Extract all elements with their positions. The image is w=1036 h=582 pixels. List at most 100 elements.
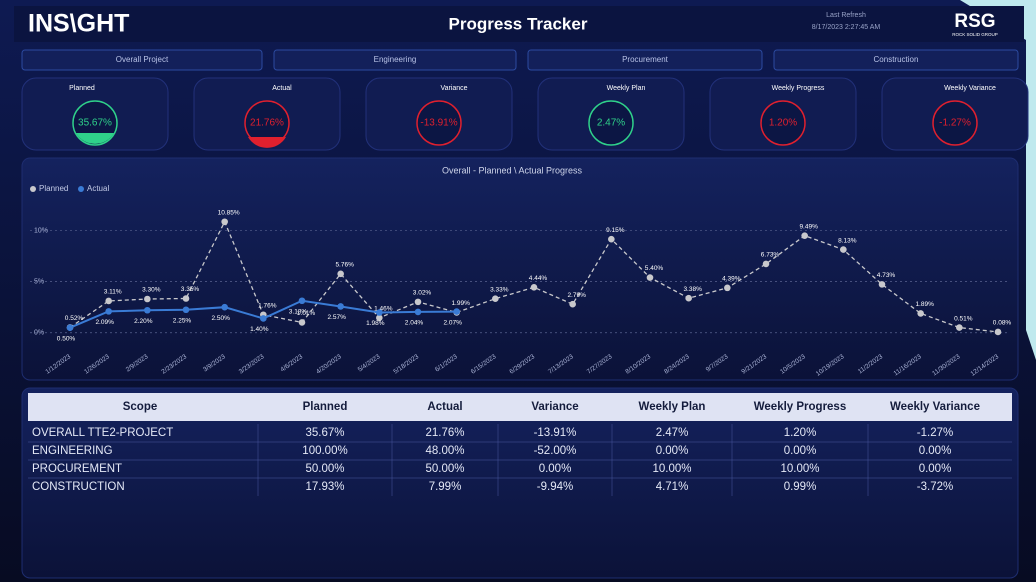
tab[interactable]	[21, 49, 263, 71]
data-label: 1.46%	[374, 306, 393, 313]
table-cell: 0.00%	[784, 445, 817, 457]
data-label: 4.73%	[877, 272, 896, 279]
data-label: 2.57%	[327, 314, 346, 321]
legend-label: Actual	[87, 184, 109, 193]
table-header: Weekly Progress	[754, 401, 846, 413]
data-label: 2.09%	[95, 319, 114, 326]
series-point	[917, 310, 924, 317]
table-cell: 2.47%	[656, 427, 689, 439]
series-point	[646, 274, 654, 281]
table-header: Variance	[531, 401, 578, 413]
series-point	[414, 308, 422, 316]
data-label: 0.51%	[954, 315, 973, 322]
data-label: 3.11%	[104, 289, 122, 296]
kpi-gauge	[932, 100, 978, 146]
refresh-label: Last Refresh	[826, 12, 866, 19]
data-label: 9.49%	[799, 223, 818, 230]
table-cell: 10.00%	[652, 463, 691, 475]
data-label: 8.13%	[838, 237, 857, 244]
table-cell: 48.00%	[425, 445, 464, 457]
series-point	[298, 319, 306, 326]
data-label: 2.50%	[211, 315, 230, 322]
data-label: 2.20%	[134, 318, 153, 325]
tab[interactable]	[273, 49, 517, 71]
table-cell: 100.00%	[302, 445, 347, 457]
chart-panel	[21, 157, 1019, 381]
kpi-label: Planned	[69, 85, 95, 92]
kpi-gauge	[760, 100, 806, 146]
table-cell: 35.67%	[305, 427, 344, 439]
table-header: Weekly Plan	[639, 401, 706, 413]
series-point	[221, 218, 228, 226]
data-label: 2.79%	[567, 292, 586, 299]
series-point	[182, 295, 190, 302]
series-point	[840, 246, 847, 253]
data-label: 6.73%	[761, 252, 780, 259]
series-point	[956, 324, 963, 331]
series-point	[724, 284, 731, 292]
data-label: 4.44%	[529, 275, 548, 282]
data-label: 4.39%	[722, 276, 741, 283]
kpi-label: Variance	[440, 85, 467, 92]
page-title: Progress Tracker	[449, 14, 588, 33]
series-point	[105, 297, 112, 305]
kpi-gauge	[416, 100, 462, 146]
table-cell: 1.20%	[784, 427, 817, 439]
chart-title: Overall - Planned \ Actual Progress	[442, 165, 583, 175]
kpi-value: 35.67%	[78, 118, 112, 129]
series-point	[530, 284, 538, 291]
table-cell: OVERALL TTE2-PROJECT	[32, 427, 173, 439]
kpi-gauge-fill	[248, 137, 286, 148]
data-label: 3.33%	[490, 286, 509, 293]
data-label: 1.01%	[297, 310, 316, 317]
series-point	[144, 295, 151, 303]
table-header: Weekly Variance	[890, 401, 980, 413]
series-point	[414, 298, 422, 306]
table-cell: 10.00%	[780, 463, 819, 475]
series-point	[144, 306, 151, 314]
kpi-value: 2.47%	[597, 118, 625, 129]
data-label: 1.76%	[258, 302, 277, 309]
data-label: 3.38%	[683, 286, 702, 293]
tab-label: Procurement	[622, 55, 669, 64]
brand-logo: RSG	[954, 11, 995, 32]
table-cell: -1.27%	[917, 427, 953, 439]
series-point	[105, 308, 112, 315]
data-label: 1.98%	[366, 320, 385, 327]
table-cell: 21.76%	[425, 427, 464, 439]
kpi-gauge	[588, 100, 634, 146]
data-label: 3.02%	[413, 290, 432, 297]
table-cell: 0.99%	[784, 481, 817, 493]
kpi-value: -13.91%	[420, 118, 457, 129]
tab[interactable]	[773, 49, 1019, 71]
data-label: 3.35%	[181, 286, 200, 293]
refresh-time: 8/17/2023 2:27:45 AM	[812, 24, 881, 31]
table-cell: 50.00%	[425, 463, 464, 475]
series-point	[878, 281, 886, 288]
y-tick-label: 5%	[34, 278, 44, 285]
table-cell: 0.00%	[539, 463, 572, 475]
kpi-label: Weekly Plan	[607, 85, 646, 92]
kpi-label: Actual	[272, 85, 292, 92]
table-cell: PROCUREMENT	[32, 463, 122, 475]
brand-subtitle: ROCK SOLID GROUP	[952, 32, 998, 37]
series-point	[182, 306, 190, 314]
data-label: 9.15%	[606, 227, 625, 234]
corner-decoration	[960, 0, 1036, 360]
series-point	[801, 232, 808, 239]
logo: INS\GHT	[28, 10, 129, 38]
table-header: Actual	[427, 401, 462, 413]
series-point	[762, 260, 770, 268]
data-label: 0.52%	[65, 315, 84, 322]
series-point	[337, 270, 344, 278]
kpi-value: 1.20%	[769, 118, 797, 129]
series-point	[376, 309, 383, 316]
table-cell: CONSTRUCTION	[32, 481, 125, 493]
y-tick-label: 0%	[34, 330, 44, 337]
series-point	[298, 297, 306, 305]
data-label: 2.25%	[173, 317, 192, 324]
legend-label: Planned	[39, 184, 68, 193]
tab[interactable]	[527, 49, 763, 71]
series-point	[569, 300, 576, 308]
